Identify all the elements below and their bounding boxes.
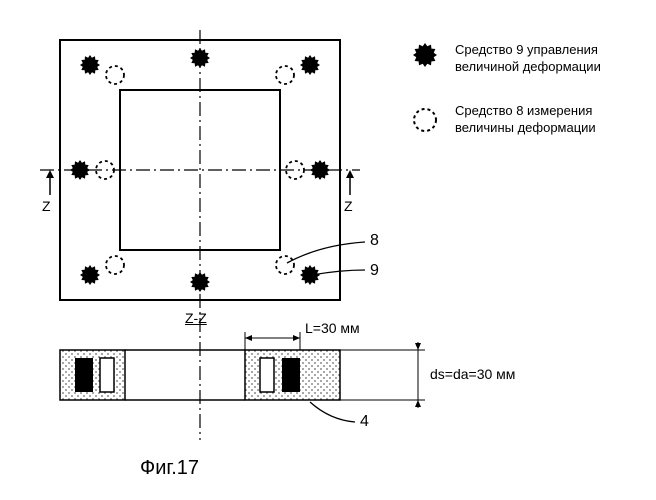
legend-row-9: Средство 9 управления величиной деформац… — [415, 40, 636, 76]
dim-L — [245, 332, 300, 350]
diagram-container: Z Z Z-Z L=30 мм ds=da=30 мм 8 9 4 Средст… — [20, 20, 636, 480]
section-label: Z-Z — [185, 310, 207, 326]
legend: Средство 9 управления величиной деформац… — [415, 40, 636, 162]
z-arrow-left — [46, 170, 54, 195]
figure-label: Фиг.17 — [140, 457, 199, 480]
dim-ds-label: ds=da=30 мм — [430, 366, 515, 382]
leader-9 — [312, 270, 365, 275]
legend-row-8: Средство 8 измерения величины деформации — [415, 101, 636, 137]
dim-ds — [340, 342, 425, 408]
z-arrow-right — [346, 170, 354, 195]
leader-8 — [287, 242, 365, 263]
z-label-left: Z — [42, 198, 51, 214]
z-label-right: Z — [344, 198, 353, 214]
legend-text-8: Средство 8 измерения величины деформации — [455, 101, 636, 137]
ref-8: 8 — [370, 232, 379, 250]
ref-4: 4 — [360, 413, 369, 431]
leader-4 — [310, 402, 355, 422]
legend-text-9: Средство 9 управления величиной деформац… — [455, 40, 636, 76]
dim-L-label: L=30 мм — [305, 320, 360, 336]
ref-9: 9 — [370, 262, 379, 280]
